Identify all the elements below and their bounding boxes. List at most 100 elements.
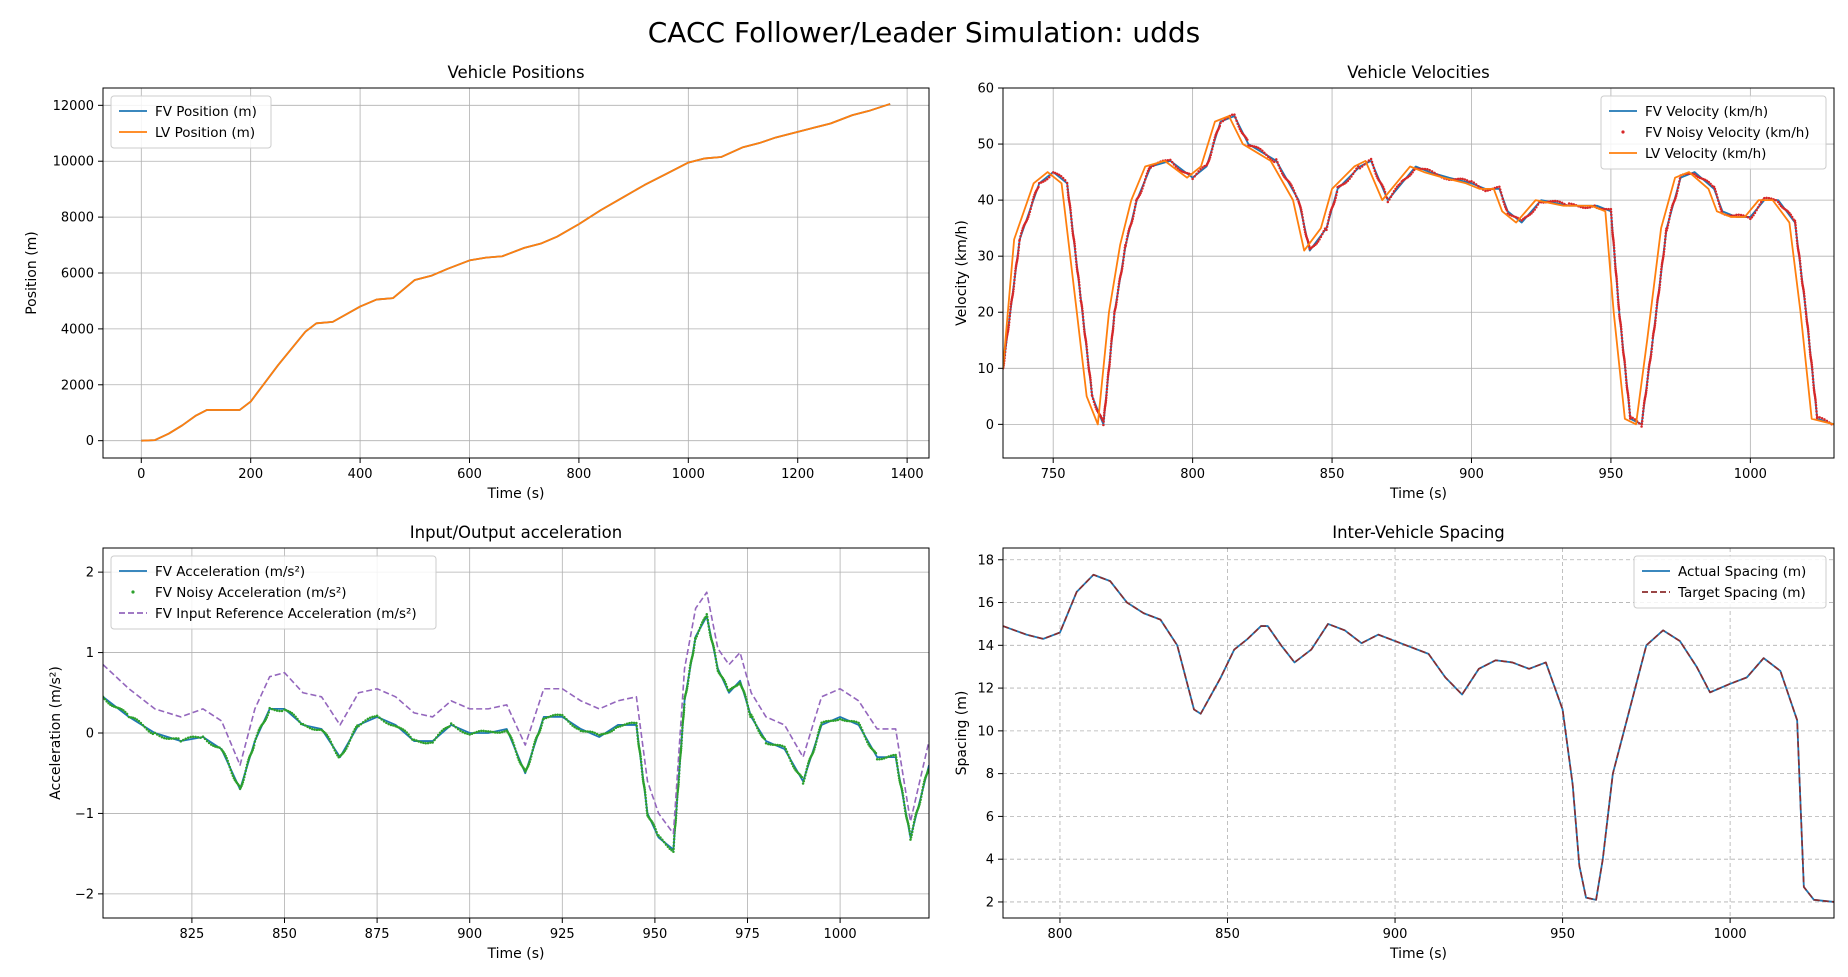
data-point bbox=[1499, 191, 1503, 194]
data-point bbox=[332, 746, 335, 749]
data-point bbox=[209, 743, 213, 746]
y-tick-label: 30 bbox=[977, 250, 994, 265]
data-point bbox=[1628, 408, 1631, 411]
data-point bbox=[902, 797, 905, 800]
data-point bbox=[489, 730, 492, 733]
data-point bbox=[672, 841, 676, 844]
data-point bbox=[513, 747, 517, 750]
data-point bbox=[875, 757, 879, 761]
data-point bbox=[1212, 138, 1216, 142]
data-point bbox=[1105, 391, 1108, 394]
data-point bbox=[688, 666, 692, 670]
data-point bbox=[902, 800, 906, 804]
data-point bbox=[1633, 418, 1637, 421]
data-point bbox=[1012, 282, 1016, 285]
data-point bbox=[1804, 310, 1808, 313]
data-point bbox=[685, 687, 689, 690]
y-tick-label: 0 bbox=[86, 434, 94, 449]
data-point bbox=[1026, 217, 1029, 221]
data-point bbox=[722, 678, 726, 682]
data-point bbox=[333, 749, 337, 752]
data-point bbox=[1477, 184, 1480, 188]
data-point bbox=[482, 729, 485, 733]
data-point bbox=[254, 737, 258, 740]
data-point bbox=[532, 745, 535, 749]
data-point bbox=[551, 714, 555, 717]
data-point bbox=[1122, 259, 1125, 262]
data-point bbox=[440, 729, 444, 733]
x-tick-label: 800 bbox=[1180, 467, 1205, 482]
data-point bbox=[637, 742, 640, 746]
data-point bbox=[1520, 219, 1523, 222]
data-point bbox=[245, 766, 248, 769]
data-point bbox=[866, 740, 869, 744]
data-point bbox=[1651, 334, 1655, 338]
data-point bbox=[848, 719, 851, 723]
data-point bbox=[1144, 175, 1148, 178]
data-point bbox=[675, 808, 678, 811]
data-point bbox=[745, 698, 748, 701]
data-point bbox=[1122, 255, 1125, 259]
data-point bbox=[1641, 416, 1644, 420]
data-point bbox=[1131, 217, 1134, 221]
data-point bbox=[442, 728, 446, 731]
data-point bbox=[714, 654, 717, 658]
data-point bbox=[1735, 213, 1738, 217]
data-point bbox=[1616, 289, 1619, 292]
data-point bbox=[473, 731, 476, 735]
data-point bbox=[1468, 180, 1471, 183]
data-point bbox=[1718, 205, 1722, 208]
data-point bbox=[1327, 216, 1331, 219]
data-point bbox=[1106, 378, 1109, 381]
data-point bbox=[903, 807, 907, 810]
data-point bbox=[788, 756, 791, 760]
data-point bbox=[1238, 127, 1242, 131]
data-point bbox=[448, 725, 451, 728]
data-point bbox=[926, 770, 929, 773]
data-point bbox=[1259, 147, 1262, 151]
data-point bbox=[1613, 249, 1616, 253]
data-point bbox=[1620, 327, 1623, 331]
data-point bbox=[1624, 372, 1627, 375]
data-point bbox=[1068, 204, 1072, 207]
data-point bbox=[1705, 179, 1709, 183]
data-point bbox=[225, 756, 228, 760]
y-tick-label: 10 bbox=[977, 362, 994, 377]
data-point bbox=[1208, 158, 1211, 161]
data-point bbox=[1102, 414, 1106, 417]
data-point bbox=[1114, 305, 1117, 309]
data-point bbox=[683, 697, 686, 700]
data-point bbox=[686, 679, 690, 682]
data-point bbox=[1375, 174, 1378, 178]
data-point bbox=[636, 737, 640, 740]
data-point bbox=[600, 733, 603, 736]
legend: Actual Spacing (m) Target Spacing (m) bbox=[1633, 555, 1827, 609]
data-point bbox=[329, 740, 333, 744]
data-point bbox=[922, 782, 925, 786]
data-point bbox=[1326, 222, 1330, 225]
data-point bbox=[135, 718, 139, 721]
data-point bbox=[857, 721, 860, 725]
data-point bbox=[889, 754, 893, 757]
data-point bbox=[163, 736, 166, 740]
data-point bbox=[1610, 216, 1613, 220]
data-point bbox=[1130, 219, 1134, 223]
data-point bbox=[813, 746, 817, 749]
data-point bbox=[1102, 420, 1105, 423]
data-point bbox=[1321, 232, 1324, 236]
data-point bbox=[1126, 234, 1129, 238]
data-point bbox=[639, 760, 643, 764]
data-point bbox=[1027, 215, 1030, 219]
data-point bbox=[867, 743, 870, 746]
data-point bbox=[1621, 348, 1625, 352]
data-point bbox=[1279, 169, 1283, 173]
data-point bbox=[1531, 210, 1535, 213]
x-tick-label: 800 bbox=[1048, 927, 1073, 942]
data-point bbox=[705, 612, 709, 616]
data-point bbox=[678, 762, 681, 766]
data-point bbox=[1812, 381, 1815, 384]
data-point bbox=[1123, 249, 1126, 252]
data-point bbox=[265, 716, 268, 719]
data-point bbox=[1409, 173, 1413, 176]
data-point bbox=[1105, 394, 1108, 397]
